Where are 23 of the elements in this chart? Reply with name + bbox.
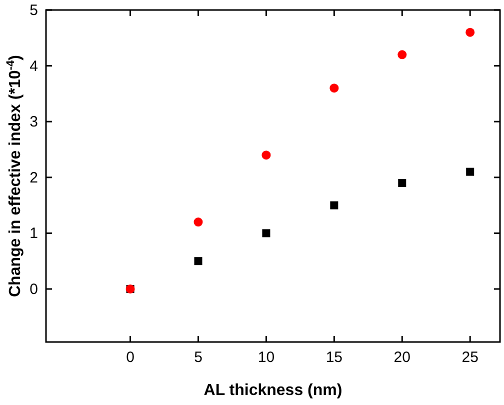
x-tick-label: 15 bbox=[326, 349, 343, 366]
y-tick-label: 3 bbox=[30, 114, 38, 131]
y-tick-label: 1 bbox=[30, 225, 38, 242]
x-tick-label: 0 bbox=[126, 349, 134, 366]
point bbox=[194, 257, 202, 266]
x-tick-label: 25 bbox=[462, 349, 478, 366]
point bbox=[262, 229, 270, 238]
point bbox=[466, 168, 474, 176]
point bbox=[262, 150, 271, 160]
point bbox=[330, 84, 339, 93]
y-tick-label: 0 bbox=[30, 280, 38, 298]
x-tick-label: 10 bbox=[258, 349, 275, 366]
point bbox=[398, 178, 406, 187]
y-tick-label: 4 bbox=[30, 58, 38, 75]
point bbox=[194, 218, 203, 227]
x-tick-label: 5 bbox=[194, 349, 202, 366]
point bbox=[398, 50, 407, 60]
x-tick-label: 20 bbox=[394, 349, 410, 366]
y-tick-label: 2 bbox=[30, 169, 38, 186]
point bbox=[330, 201, 338, 210]
x-axis-title: AL thickness (nm) bbox=[204, 382, 342, 399]
y-tick-label: 5 bbox=[30, 2, 38, 19]
point bbox=[466, 28, 475, 37]
